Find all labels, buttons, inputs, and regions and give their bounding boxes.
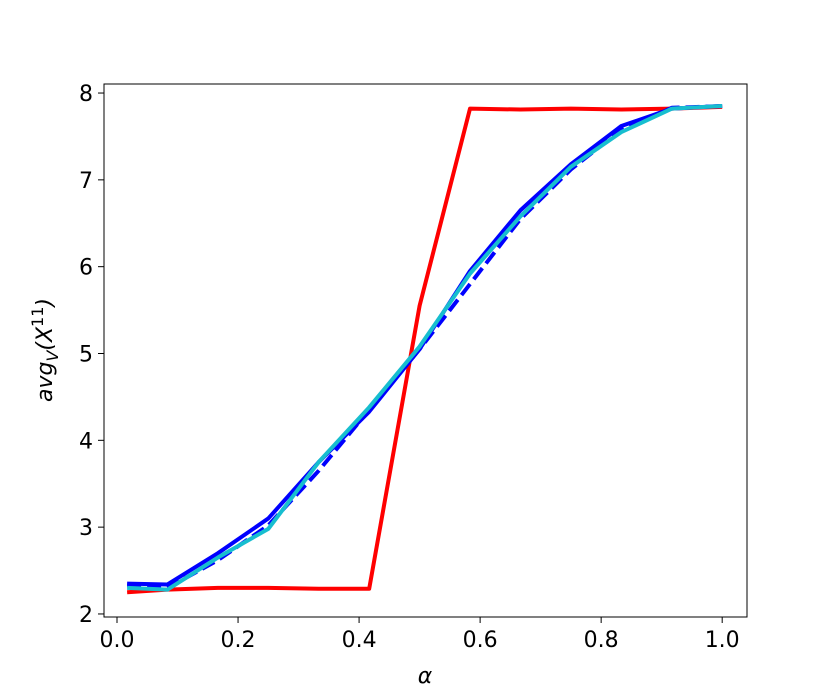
x-tick-label: 0.6	[463, 628, 498, 653]
y-tick-label: 4	[79, 429, 93, 454]
y-label-part: avg	[33, 362, 58, 403]
y-axis-label: avgV(X11)	[28, 298, 62, 402]
y-tick-label: 5	[79, 342, 93, 367]
line	[127, 104, 723, 592]
x-axis-label: α	[418, 664, 433, 689]
y-tick-label: 8	[79, 82, 93, 107]
y-label-part: (X	[33, 326, 58, 351]
x-tick-label: 0.4	[342, 628, 377, 653]
y-tick-label: 7	[79, 169, 93, 194]
line	[126, 104, 723, 595]
x-tick-label: 1.0	[705, 628, 740, 653]
y-label-part: )	[33, 298, 58, 309]
y-tick-label: 3	[79, 516, 93, 541]
y-label-part: 11	[28, 307, 47, 327]
y-label-part: V	[43, 350, 62, 362]
x-tick-label: 0.2	[221, 628, 256, 653]
x-tick-label: 0.8	[584, 628, 619, 653]
y-tick-label: 6	[79, 256, 93, 281]
y-tick-label: 2	[79, 603, 93, 628]
x-tick-label: 0.0	[100, 628, 135, 653]
plot-frame	[103, 83, 748, 618]
